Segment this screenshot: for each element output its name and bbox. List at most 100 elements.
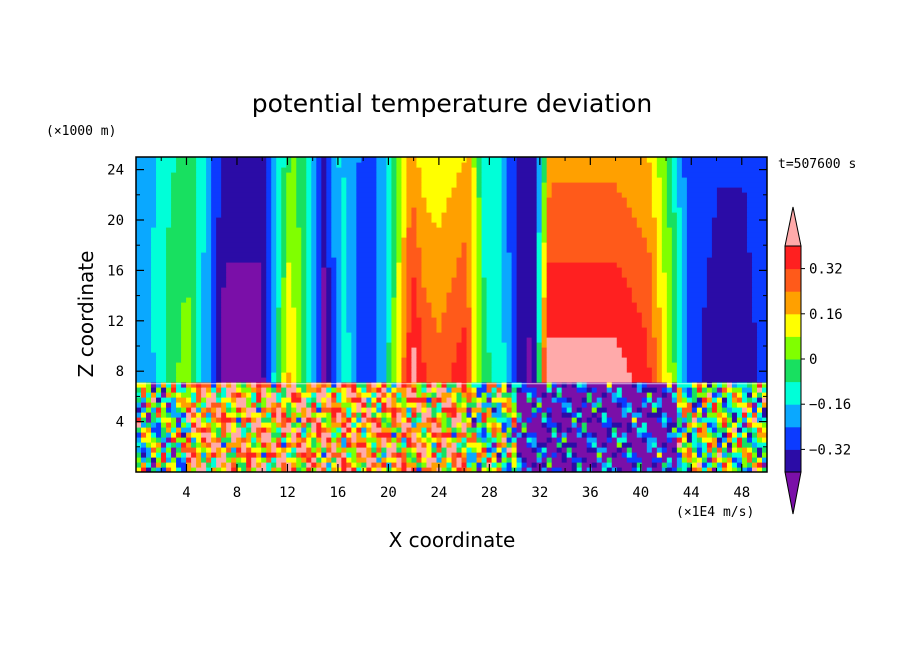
contour-cell [606, 412, 623, 418]
contour-cell [431, 212, 443, 218]
contour-cell [201, 282, 212, 288]
contour-cell [301, 462, 307, 468]
contour-cell [201, 292, 212, 298]
contour-cell [481, 252, 503, 258]
contour-cell [746, 467, 753, 472]
y-tick-label: 24 [107, 163, 124, 179]
contour-cell [751, 282, 767, 288]
contour-cell [761, 392, 767, 398]
contour-cell [166, 382, 172, 388]
contour-cell [541, 212, 548, 218]
contour-cell [386, 317, 393, 323]
contour-cell [136, 212, 157, 218]
contour-cell [336, 282, 342, 288]
contour-cell [426, 417, 433, 423]
contour-cell [511, 342, 518, 348]
contour-cell [746, 447, 753, 453]
contour-cell [146, 462, 152, 468]
contour-cell [686, 192, 718, 198]
contour-cell [201, 302, 212, 308]
contour-cell [541, 392, 548, 398]
contour-cell [316, 172, 322, 178]
contour-cell [476, 157, 483, 163]
contour-cell [706, 282, 753, 288]
contour-cell [711, 427, 718, 433]
contour-cell [671, 357, 678, 363]
contour-cell [536, 262, 543, 268]
contour-cell [546, 447, 558, 453]
contour-cell [336, 387, 342, 393]
contour-cell [386, 377, 393, 383]
contour-cell [331, 442, 337, 448]
contour-cell [356, 362, 377, 368]
contour-cell [301, 322, 307, 328]
contour-cell [271, 362, 277, 368]
contour-cell [266, 287, 272, 293]
contour-cell [536, 187, 543, 193]
contour-cell [306, 387, 317, 393]
contour-cell [356, 187, 377, 193]
contour-cell [391, 157, 398, 163]
contour-cell [376, 397, 382, 403]
contour-cell [646, 402, 653, 408]
contour-cell [286, 257, 302, 263]
contour-cell [136, 237, 152, 243]
contour-cell [541, 322, 548, 328]
contour-cell [351, 397, 362, 403]
contour-cell [181, 427, 192, 433]
contour-cell [706, 392, 713, 398]
contour-cell [376, 352, 387, 358]
contour-cell [281, 182, 287, 188]
contour-cell [671, 317, 678, 323]
contour-cell [401, 362, 408, 368]
contour-cell [311, 442, 317, 448]
contour-cell [471, 292, 478, 298]
contour-cell [266, 242, 272, 248]
contour-cell [211, 177, 222, 183]
contour-cell [491, 407, 498, 413]
contour-cell [241, 427, 247, 433]
contour-cell [416, 217, 433, 223]
contour-cell [311, 427, 317, 433]
contour-cell [326, 337, 332, 343]
contour-cell [311, 437, 317, 443]
x-axis: 4 8 12 16 20 24 28 32 36 40 44 48 [160, 157, 750, 501]
contour-cell [391, 187, 398, 193]
contour-cell [546, 167, 653, 173]
contour-cell [176, 392, 182, 398]
contour-cell [156, 192, 172, 198]
contour-cell [656, 167, 668, 173]
contour-cell [641, 322, 653, 328]
contour-cell [561, 402, 573, 408]
contour-cell [136, 167, 157, 173]
contour-cell [421, 417, 428, 423]
contour-cell [661, 317, 668, 323]
contour-cell [396, 297, 403, 303]
contour-cell [596, 417, 603, 423]
contour-cell [346, 277, 357, 283]
contour-cell [391, 442, 398, 448]
contour-cell [686, 387, 693, 393]
contour-cell [286, 312, 297, 318]
contour-cell [676, 332, 683, 338]
contour-cell [626, 407, 633, 413]
contour-cell [391, 247, 398, 253]
contour-cell [391, 357, 398, 363]
contour-cell [486, 302, 503, 308]
contour-cell [196, 402, 202, 408]
contour-cell [166, 257, 197, 263]
contour-cell [236, 382, 242, 388]
contour-cell [496, 462, 503, 468]
contour-cell [206, 167, 212, 173]
contour-cell [606, 382, 613, 388]
contour-cell [536, 167, 543, 173]
contour-cell [301, 307, 307, 313]
contour-cell [666, 192, 673, 198]
contour-cell [326, 417, 332, 423]
contour-cell [701, 387, 708, 393]
contour-cell [546, 467, 553, 472]
contour-cell [211, 192, 222, 198]
contour-cell [531, 407, 538, 413]
contour-cell [136, 467, 142, 472]
contour-cell [221, 412, 227, 418]
